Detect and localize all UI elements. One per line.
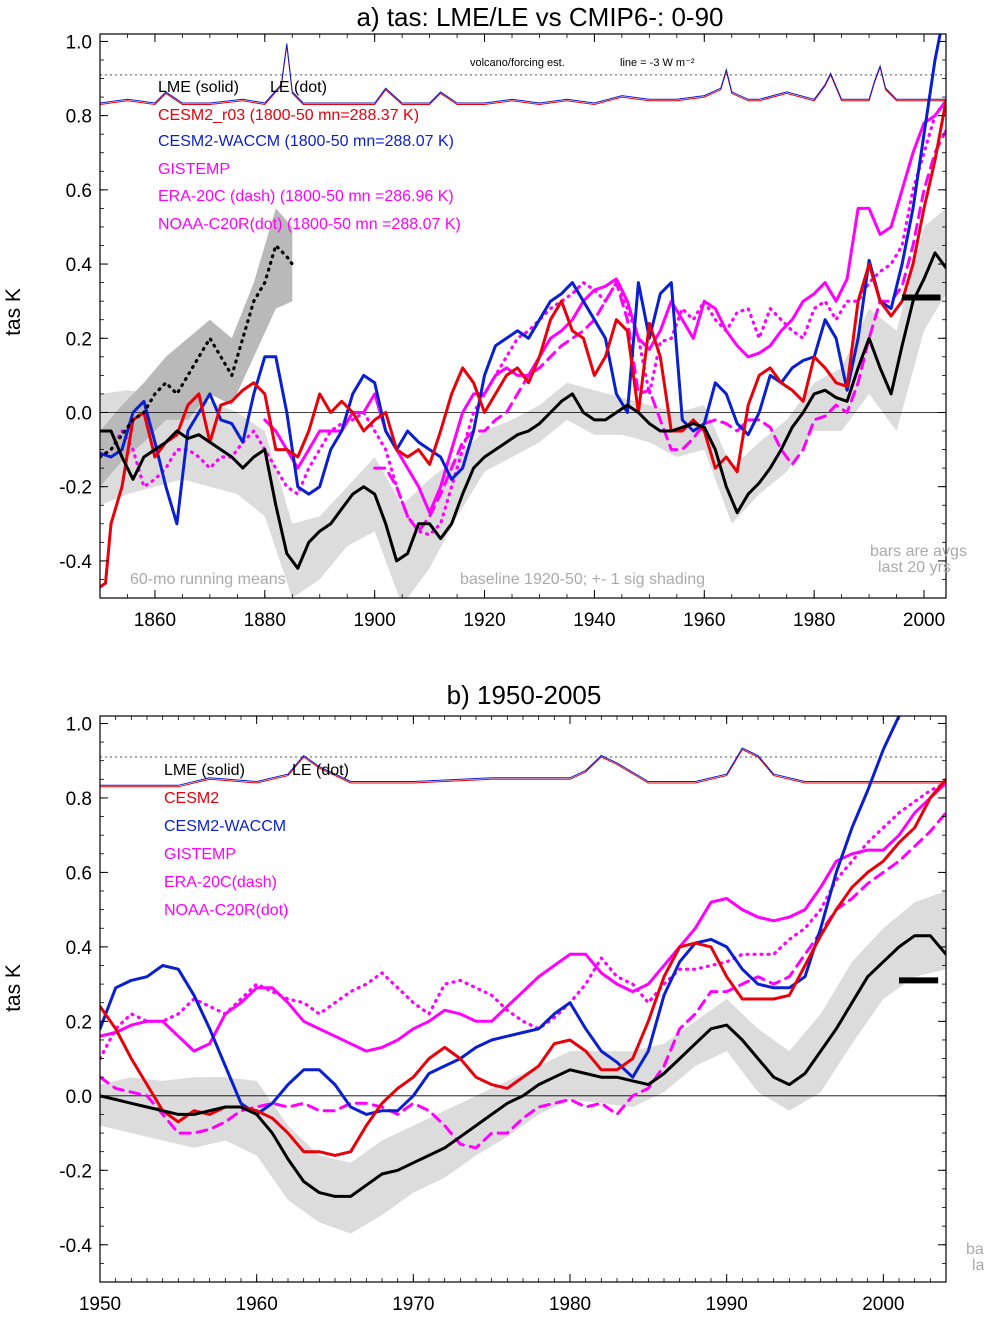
- forcing-line-blue: [100, 747, 946, 786]
- x-tick-label: 1860: [134, 610, 176, 631]
- x-tick-label: 1990: [706, 1294, 748, 1315]
- panel-b: -0.4 -0.2 0.0 0.2 0.4 0.6 0.8 1.0 1950 1960 1970 19…: [2, 680, 984, 1315]
- panel-a-forcing-note: volcano/forcing est.: [470, 57, 565, 69]
- panel-a-legend-era20c: ERA-20C (dash) (1800-50 mn =286.96 K): [158, 188, 454, 205]
- series-line-noaa-c20r: [100, 99, 946, 537]
- panel-b-bars-note-1: ba: [966, 1241, 984, 1258]
- shading-band-0: [100, 891, 946, 1234]
- y-tick-label: 0.2: [66, 1012, 92, 1033]
- y-tick-label: 0.4: [66, 255, 93, 276]
- series-line-era-20c: [373, 129, 946, 533]
- series-line-lme-ensemble-mean: [100, 934, 946, 1198]
- y-tick-label: -0.4: [59, 552, 92, 573]
- y-tick-label: 0.6: [66, 181, 92, 202]
- panel-a-legend-gistemp: GISTEMP: [158, 161, 230, 178]
- panel-a: -0.4 -0.2 0.0 0.2 0.4 0.6 0.8 1.0 1860 1880 1900 19…: [2, 2, 967, 631]
- series-line-gistemp: [263, 99, 946, 515]
- x-tick-label: 1940: [573, 610, 615, 631]
- panel-b-plot-area: -0.4 -0.2 0.0 0.2 0.4 0.6 0.8 1.0 1950 1960 1970 19…: [59, 714, 947, 1315]
- forcing-line-red: [100, 748, 946, 788]
- x-tick-label: 1980: [793, 610, 835, 631]
- panel-b-legend-le: LE (dot): [292, 762, 349, 779]
- y-tick-label: 0.8: [66, 789, 92, 810]
- y-tick-label: 0.4: [66, 938, 93, 959]
- x-tick-label: 2000: [903, 610, 945, 631]
- panel-a-title: a) tas: LME/LE vs CMIP6-: 0-90: [356, 2, 723, 32]
- panel-b-legend-lme: LME (solid): [164, 762, 245, 779]
- series-line-era-20c: [100, 811, 946, 1150]
- panel-a-legend-waccm: CESM2-WACCM (1800-50 mn=288.07 K): [158, 133, 454, 150]
- panel-a-plot-area: -0.4 -0.2 0.0 0.2 0.4 0.6 0.8 1.0 1860 1880 1900 19…: [59, 32, 947, 631]
- series-line-le-mean-dot-: [100, 243, 294, 459]
- x-tick-label: 2000: [862, 1294, 904, 1315]
- series-line-lme-ensemble-mean: [100, 251, 946, 570]
- forcing-line-red: [100, 45, 946, 106]
- panel-b-title: b) 1950-2005: [447, 680, 602, 710]
- y-tick-label: 0.6: [66, 863, 92, 884]
- y-tick-label: -0.2: [59, 478, 92, 499]
- plot-clip-group: [100, 716, 946, 1234]
- plot-clip-group: [100, 34, 946, 598]
- x-tick-label: 1880: [244, 610, 286, 631]
- y-tick-label: 0.2: [66, 329, 92, 350]
- panel-a-legend-noaa: NOAA-C20R(dot) (1800-50 mn =288.07 K): [158, 216, 461, 233]
- panel-b-legend-waccm: CESM2-WACCM: [164, 818, 286, 835]
- x-tick-label: 1920: [463, 610, 505, 631]
- panel-a-bars-note-1: bars are avgs: [870, 543, 967, 560]
- y-tick-label: 0.0: [66, 1087, 92, 1108]
- panel-a-legend-le: LE (dot): [270, 79, 327, 96]
- panel-b-legend-era20c: ERA-20C(dash): [164, 874, 277, 891]
- panel-b-legend-cesm2: CESM2: [164, 790, 219, 807]
- x-tick-label: 1970: [392, 1294, 434, 1315]
- panel-a-y-axis-label: tas K: [2, 288, 25, 336]
- y-tick-label: -0.2: [59, 1161, 92, 1182]
- panel-a-bars-note-2: last 20 yrs: [878, 559, 951, 576]
- shading-band-0: [100, 208, 946, 598]
- panel-b-legend-noaa: NOAA-C20R(dot): [164, 902, 288, 919]
- panel-b-bars-note-2: la: [972, 1257, 984, 1274]
- panel-a-line-note: line = -3 W m⁻²: [620, 57, 695, 69]
- y-tick-label: -0.4: [59, 1236, 92, 1257]
- series-line-cesm2-waccm: [100, 34, 942, 526]
- x-tick-label: 1980: [549, 1294, 591, 1315]
- panel-b-legend-gistemp: GISTEMP: [164, 846, 236, 863]
- forcing-line-blue: [100, 43, 946, 104]
- series-line-cesm2-r03: [100, 99, 946, 589]
- y-tick-label: 0.0: [66, 403, 92, 424]
- plot-frame: [99, 33, 947, 599]
- x-tick-label: 1960: [683, 610, 725, 631]
- y-tick-label: 1.0: [66, 714, 92, 735]
- series-line-cesm2-waccm: [100, 716, 901, 1116]
- panel-a-legend-cesm2: CESM2_r03 (1800-50 mn=288.37 K): [158, 107, 419, 124]
- panel-a-legend-lme: LME (solid): [158, 79, 239, 96]
- series-line-gistemp: [100, 781, 946, 1053]
- y-tick-label: 1.0: [66, 32, 92, 53]
- x-tick-label: 1960: [236, 1294, 278, 1315]
- series-line-noaa-c20r: [100, 781, 946, 1061]
- y-tick-label: 0.8: [66, 107, 92, 128]
- x-tick-label: 1900: [354, 610, 396, 631]
- x-tick-label: 1950: [79, 1294, 121, 1315]
- panel-a-baseline-note: baseline 1920-50; +- 1 sig shading: [460, 571, 705, 588]
- panel-a-running-note: 60-mo running means: [130, 571, 286, 588]
- plot-frame: [99, 715, 947, 1283]
- panel-b-y-axis-label: tas K: [2, 964, 25, 1012]
